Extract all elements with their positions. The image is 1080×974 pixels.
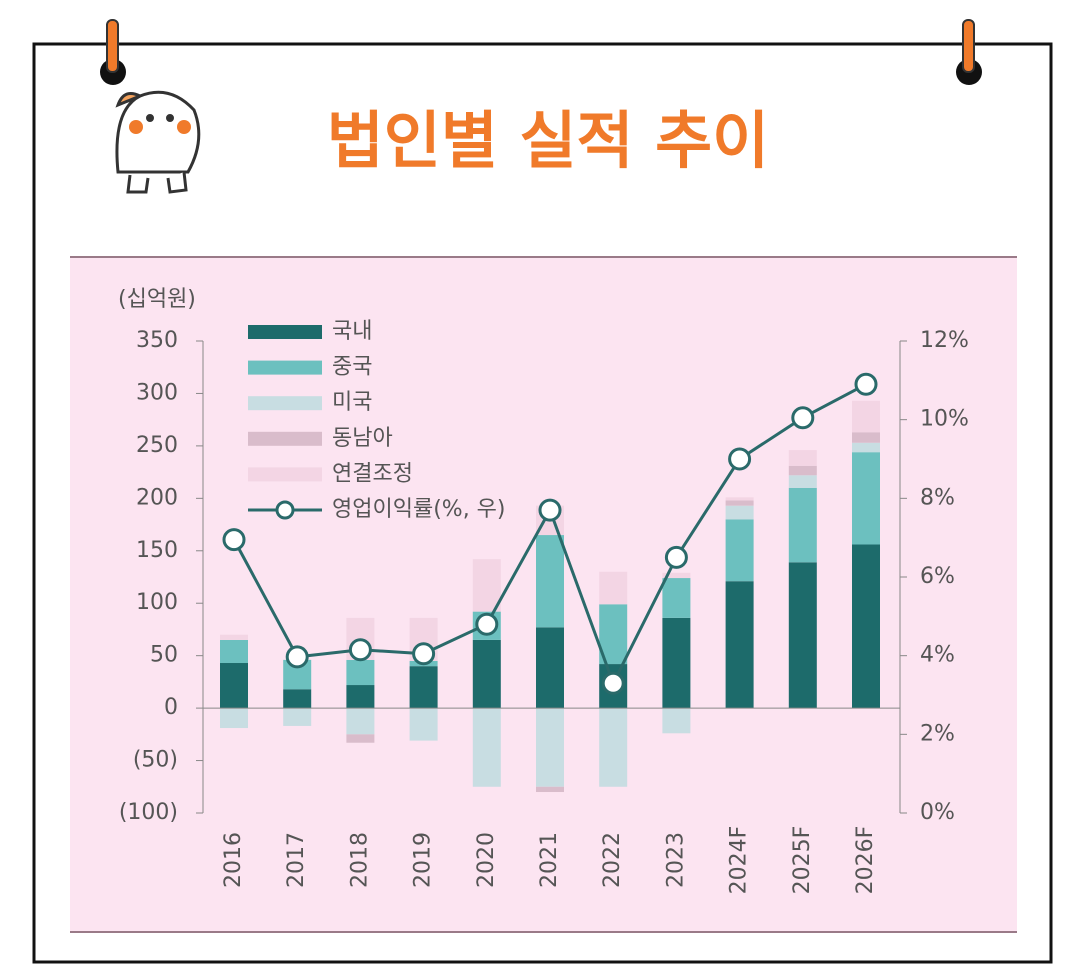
y2-tick-label: 2% xyxy=(920,721,955,746)
bar-segment xyxy=(346,659,375,686)
bar-segment xyxy=(852,452,880,545)
y-tick-label: 300 xyxy=(136,380,178,405)
x-tick-label: 2018 xyxy=(347,832,372,888)
y2-tick-label: 10% xyxy=(920,407,969,432)
bar-segment xyxy=(662,578,691,618)
bar-segment xyxy=(852,432,880,443)
bar-segment xyxy=(346,734,375,743)
y-tick-label: 0 xyxy=(164,695,178,720)
bar-segment xyxy=(220,708,248,729)
y2-tick-label: 4% xyxy=(920,643,955,668)
margin-point xyxy=(348,638,372,662)
legend-label: 연결조정 xyxy=(332,461,413,486)
x-tick-label: 2026F xyxy=(853,826,878,895)
margin-point xyxy=(285,645,309,669)
margin-point xyxy=(475,612,499,636)
legend-swatch xyxy=(248,431,322,446)
x-tick-label: 2016 xyxy=(221,832,246,888)
legend-label: 영업이익률(%, 우) xyxy=(332,497,506,522)
y-tick-label: 200 xyxy=(136,485,178,510)
bar-segment xyxy=(725,519,754,582)
bar-segment xyxy=(725,500,754,506)
bar-segment xyxy=(662,572,691,579)
x-tick-label: 2024F xyxy=(727,826,752,895)
pins xyxy=(100,19,982,85)
x-tick-label: 2021 xyxy=(537,832,562,888)
x-tick-label: 2017 xyxy=(284,832,309,888)
legend-swatch xyxy=(275,500,295,520)
bar-segment xyxy=(283,708,312,726)
bar-segment xyxy=(409,708,438,741)
y-tick-label: (100) xyxy=(119,800,178,825)
x-tick-label: 2025F xyxy=(790,826,815,895)
legend-label: 국내 xyxy=(332,319,372,344)
margin-point xyxy=(791,406,815,430)
bar-segment xyxy=(599,708,628,787)
y2-tick-label: 0% xyxy=(920,800,955,825)
y2-tick-label: 6% xyxy=(920,564,955,589)
bar-segment xyxy=(283,689,312,709)
margin-point xyxy=(728,447,752,471)
y-tick-label: 50 xyxy=(150,643,178,668)
bar-segment xyxy=(725,497,754,501)
x-tick-label: 2022 xyxy=(600,832,625,888)
bar-segment xyxy=(536,535,564,628)
bar-segment xyxy=(472,708,501,787)
bar-segment xyxy=(472,639,501,709)
bar-segment xyxy=(472,559,501,612)
legend-swatch xyxy=(248,360,322,375)
bar-segment xyxy=(852,442,880,453)
legend-swatch xyxy=(248,467,322,482)
legend-label: 미국 xyxy=(332,390,372,415)
y-tick-label: 350 xyxy=(136,328,178,353)
bar-segment xyxy=(409,666,438,709)
title: 법인별 실적 추이 xyxy=(327,104,769,177)
bar-segment xyxy=(346,685,375,709)
legend-label: 동남아 xyxy=(332,426,393,451)
x-tick-label: 2019 xyxy=(411,832,436,888)
bar-segment xyxy=(788,562,817,709)
y-tick-label: (50) xyxy=(133,748,178,773)
bar-segment xyxy=(725,505,754,520)
bar-segment xyxy=(220,634,248,640)
margin-point xyxy=(854,372,878,396)
y-axis-unit: (십억원) xyxy=(118,287,196,312)
bar-segment xyxy=(220,639,248,664)
legend-swatch xyxy=(248,325,322,339)
bar-segment xyxy=(788,450,817,466)
bar-segment xyxy=(220,663,248,709)
x-tick-label: 2020 xyxy=(474,832,499,888)
margin-point xyxy=(664,545,688,569)
bar-segment xyxy=(788,465,817,476)
bar-segment xyxy=(346,708,375,735)
y-tick-label: 150 xyxy=(136,538,178,563)
margin-point xyxy=(412,642,436,666)
bar-segment xyxy=(536,708,564,787)
cat-icon xyxy=(115,90,201,194)
legend-swatch xyxy=(248,396,322,411)
y-tick-label: 100 xyxy=(136,590,178,615)
y2-tick-label: 12% xyxy=(920,328,969,353)
y2-tick-label: 8% xyxy=(920,485,955,510)
margin-point xyxy=(222,528,246,552)
bar-segment xyxy=(788,487,817,563)
margin-point xyxy=(538,498,562,522)
legend-label: 중국 xyxy=(332,355,372,380)
bar-segment xyxy=(725,581,754,709)
bar-segment xyxy=(788,475,817,488)
bar-segment xyxy=(852,400,880,433)
bar-segment xyxy=(599,571,628,605)
bar-segment xyxy=(536,627,564,709)
bar-segment xyxy=(536,786,564,793)
y-tick-label: 250 xyxy=(136,433,178,458)
x-tick-label: 2023 xyxy=(663,832,688,888)
margin-point xyxy=(601,671,625,695)
bar-segment xyxy=(662,708,691,734)
bar-segment xyxy=(662,617,691,709)
bar-segment xyxy=(852,544,880,709)
plot xyxy=(203,372,900,793)
